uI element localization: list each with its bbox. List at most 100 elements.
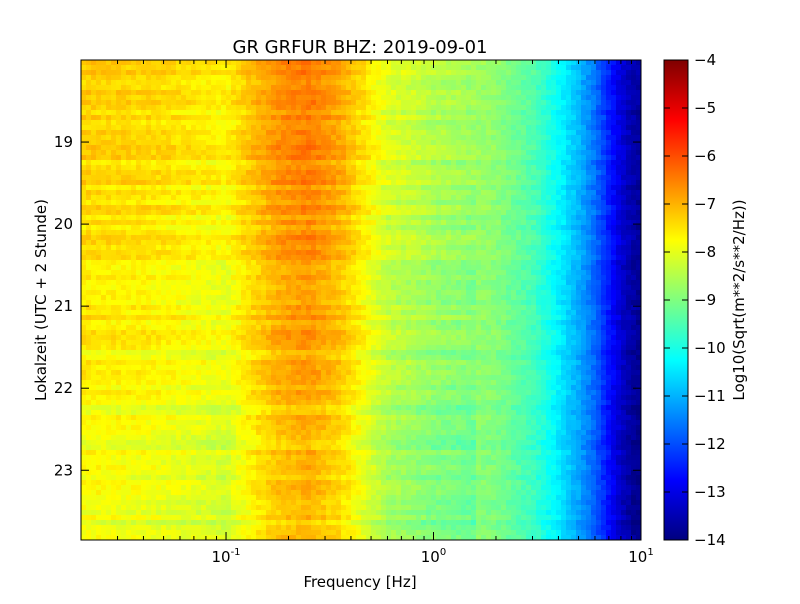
heatmap-cell [331,75,337,81]
heatmap-cell [166,270,172,276]
heatmap-cell [521,230,527,236]
heatmap-cell [356,265,362,271]
heatmap-cell [291,195,297,201]
heatmap-cell [591,100,597,106]
heatmap-cell [336,130,342,136]
heatmap-cell [346,205,352,211]
heatmap-cell [156,150,162,156]
heatmap-cell [376,260,382,266]
heatmap-cell [606,170,612,176]
heatmap-cell [266,235,272,241]
heatmap-cell [481,135,487,141]
heatmap-cell [226,100,232,106]
heatmap-cell [436,80,442,86]
heatmap-cell [321,155,327,161]
heatmap-cell [361,145,367,151]
heatmap-cell [246,250,252,256]
heatmap-cell [556,120,562,126]
heatmap-cell [141,215,147,221]
heatmap-cell [181,230,187,236]
heatmap-cell [176,120,182,126]
heatmap-cell [166,105,172,111]
heatmap-cell [506,165,512,171]
heatmap-cell [281,110,287,116]
heatmap-cell [366,90,372,96]
heatmap-cell [351,265,357,271]
heatmap-cell [286,110,292,116]
heatmap-cell [586,245,592,251]
heatmap-cell [601,240,607,246]
heatmap-cell [361,180,367,186]
heatmap-cell [461,215,467,221]
heatmap-cell [521,85,527,91]
heatmap-cell [111,250,117,256]
heatmap-cell [266,145,272,151]
heatmap-cell [436,150,442,156]
heatmap-cell [341,250,347,256]
heatmap-cell [576,165,582,171]
heatmap-cell [171,120,177,126]
heatmap-cell [311,210,317,216]
heatmap-cell [501,220,507,226]
heatmap-cell [366,95,372,101]
heatmap-cell [241,155,247,161]
heatmap-cell [141,240,147,246]
heatmap-cell [326,205,332,211]
heatmap-cell [366,225,372,231]
heatmap-cell [416,260,422,266]
heatmap-cell [531,80,537,86]
heatmap-cell [486,145,492,151]
heatmap-cell [316,255,322,261]
heatmap-cell [536,170,542,176]
heatmap-cell [221,100,227,106]
heatmap-cell [361,130,367,136]
heatmap-cell [251,135,257,141]
heatmap-cell [491,250,497,256]
heatmap-cell [366,235,372,241]
heatmap-cell [386,200,392,206]
heatmap-cell [106,145,112,151]
heatmap-cell [381,190,387,196]
heatmap-cell [531,110,537,116]
heatmap-cell [621,110,627,116]
heatmap-cell [296,245,302,251]
heatmap-cell [461,105,467,111]
heatmap-cell [121,230,127,236]
heatmap-cell [436,65,442,71]
heatmap-cell [256,100,262,106]
heatmap-cell [386,65,392,71]
heatmap-cell [266,260,272,266]
heatmap-cell [81,80,87,86]
heatmap-cell [236,265,242,271]
heatmap-cell [311,150,317,156]
heatmap-cell [86,145,92,151]
heatmap-cell [131,140,137,146]
heatmap-cell [381,145,387,151]
heatmap-cell [631,65,637,71]
heatmap-cell [386,100,392,106]
heatmap-cell [171,80,177,86]
heatmap-cell [211,155,217,161]
heatmap-cell [91,255,97,261]
heatmap-cell [441,260,447,266]
heatmap-cell [356,185,362,191]
heatmap-cell [496,145,502,151]
heatmap-cell [376,190,382,196]
heatmap-cell [276,75,282,81]
heatmap-cell [106,190,112,196]
heatmap-cell [136,175,142,181]
heatmap-cell [376,150,382,156]
heatmap-cell [611,85,617,91]
heatmap-cell [451,230,457,236]
heatmap-cell [96,70,102,76]
heatmap-cell [621,90,627,96]
heatmap-cell [201,260,207,266]
heatmap-cell [426,90,432,96]
heatmap-cell [536,95,542,101]
heatmap-cell [201,70,207,76]
heatmap-cell [241,120,247,126]
heatmap-cell [371,100,377,106]
heatmap-cell [431,80,437,86]
heatmap-cell [396,120,402,126]
heatmap-cell [101,170,107,176]
